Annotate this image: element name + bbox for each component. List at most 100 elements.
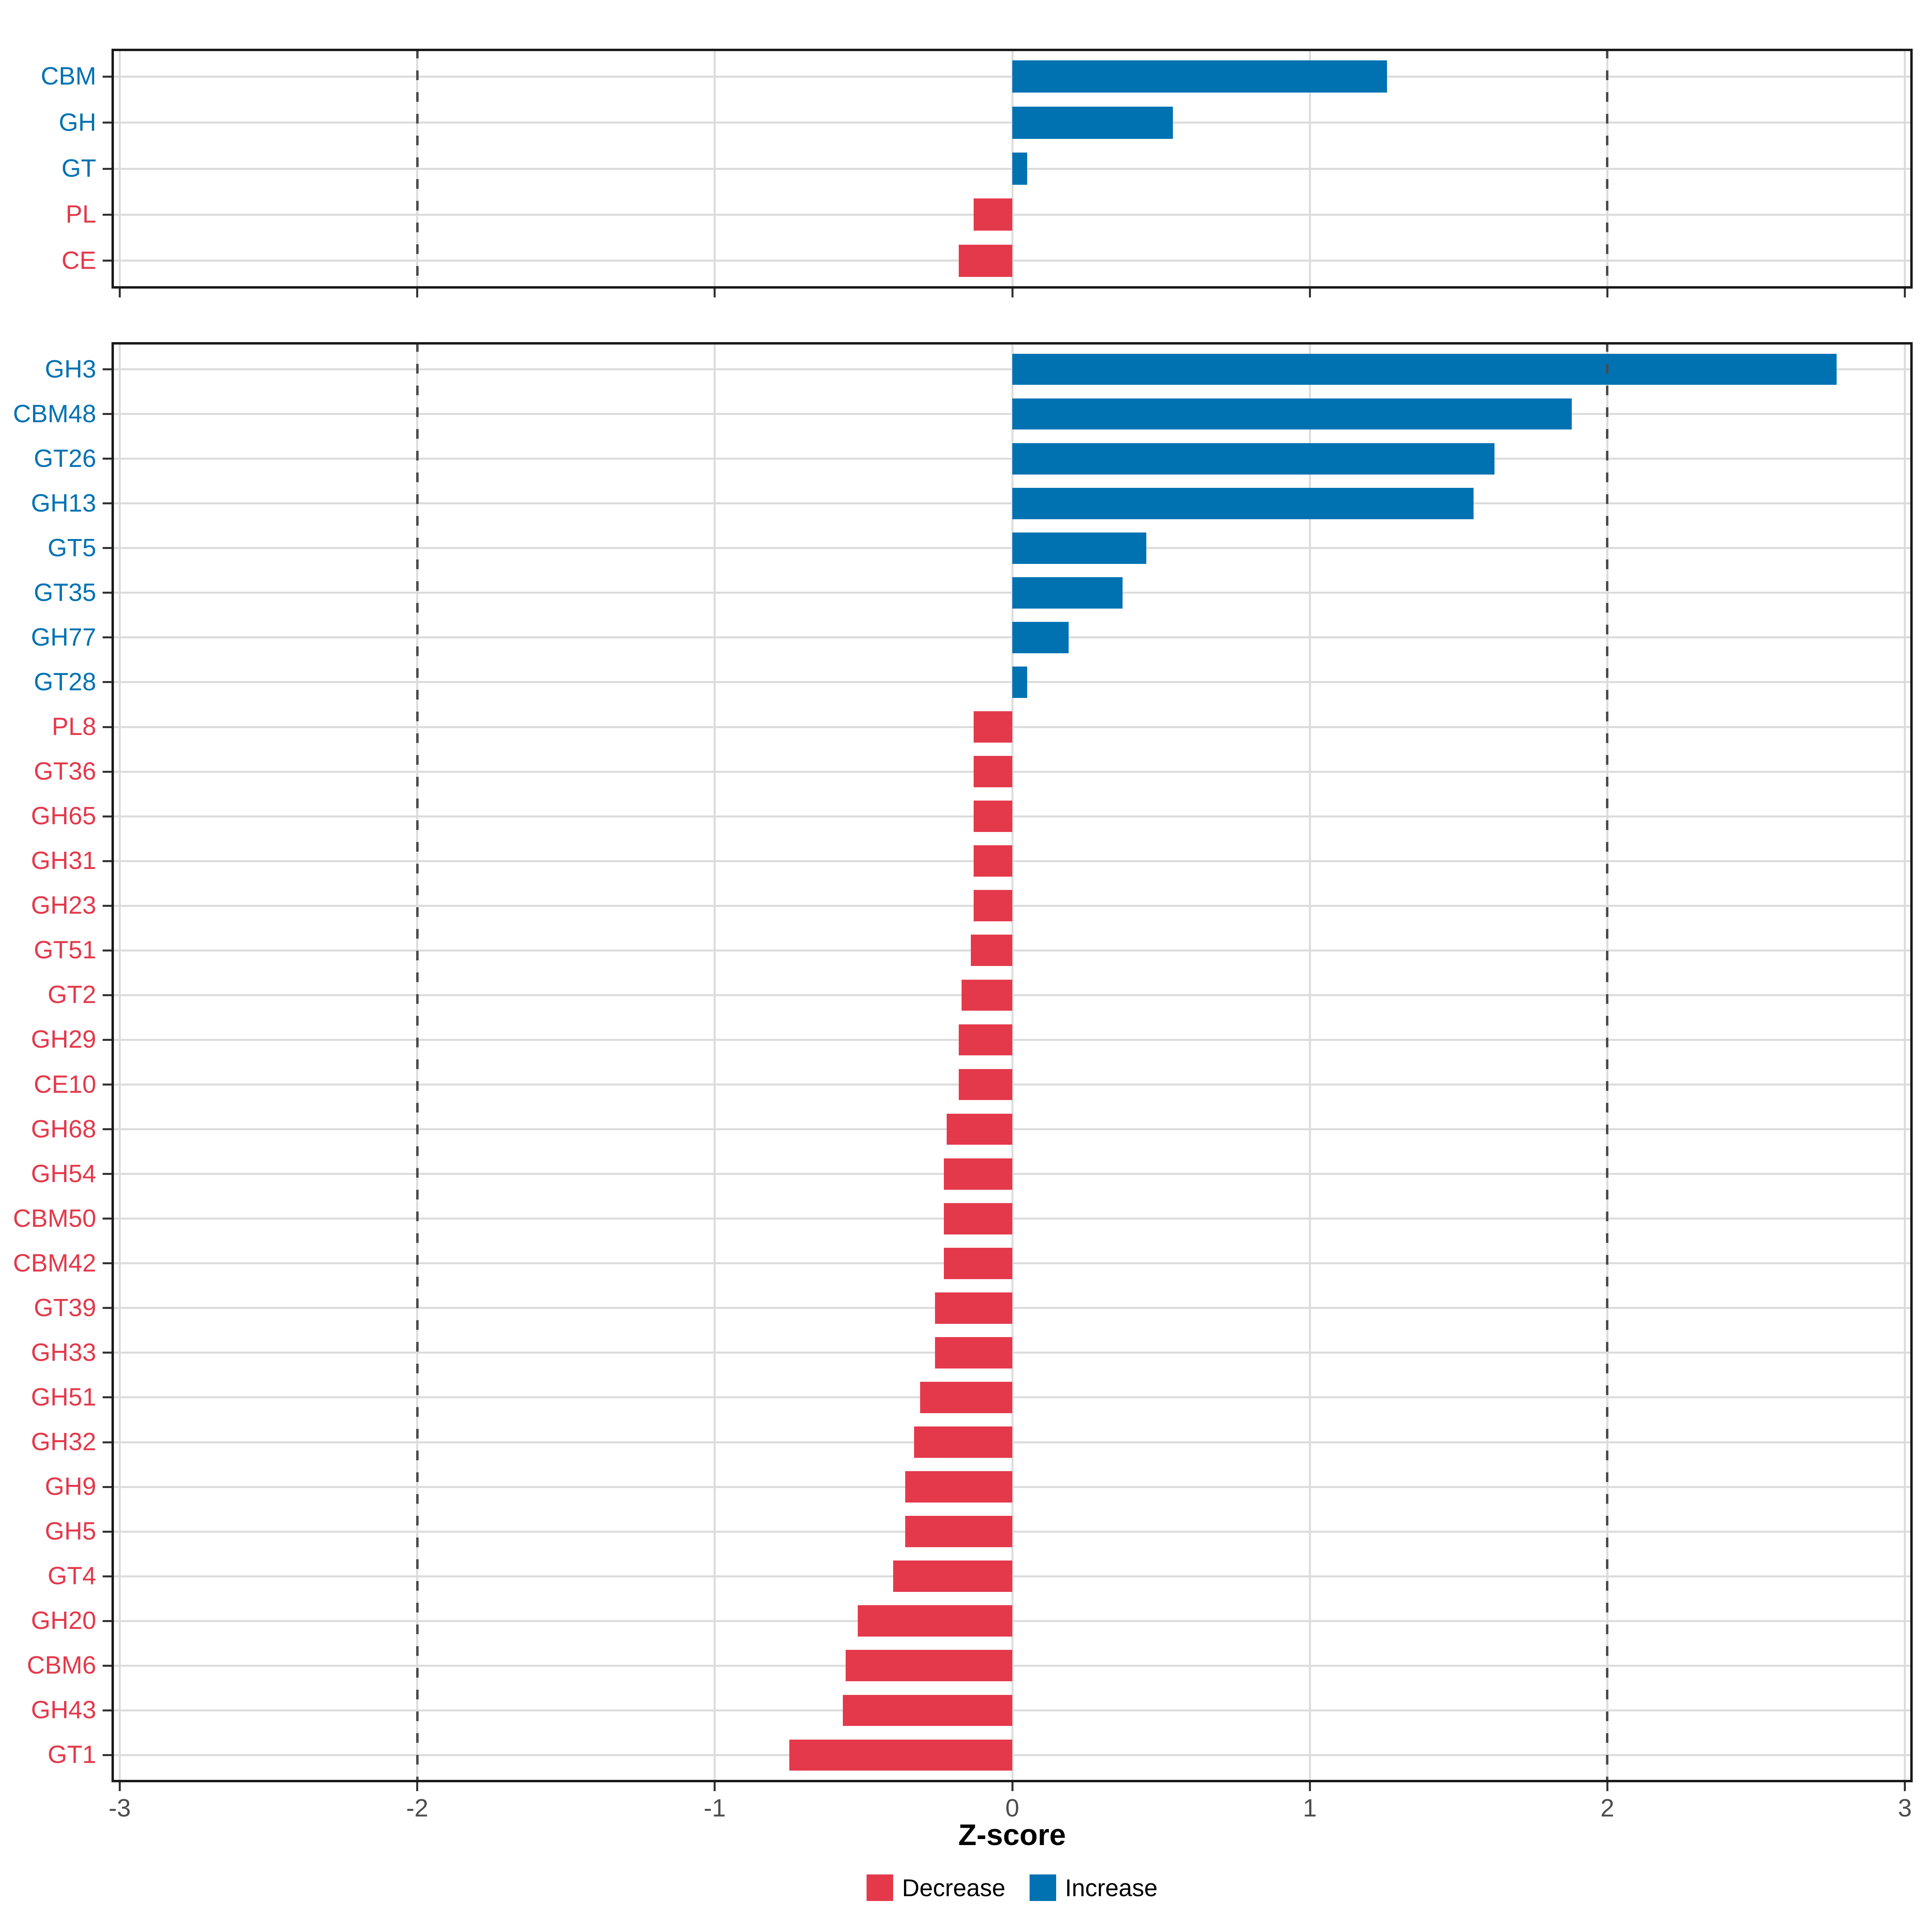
x-tick-label-0: 0 [1005,1794,1020,1822]
y-tick-CBM42 [103,1262,111,1265]
bar-GT36 [973,756,1012,787]
y-tick-GH29 [103,1038,111,1041]
y-axis-label-CE: CE [61,246,96,275]
x-tick-1 [1309,289,1311,297]
bar-CBM42 [943,1247,1012,1279]
y-axis-label-GH13: GH13 [31,489,96,517]
y-tick-GT28 [103,681,111,683]
y-axis-label-GT5: GT5 [47,534,96,562]
dashed-refline-x-2 [1606,49,1609,289]
panel-border [111,49,1913,289]
y-tick-GT51 [103,949,111,952]
y-tick-GH13 [103,502,111,505]
gridline-row-GT [111,167,1913,170]
gridline-row-GT28 [111,681,1913,683]
y-tick-GH5 [103,1530,111,1533]
y-axis-label-GT: GT [61,155,96,182]
y-tick-GH33 [103,1352,111,1354]
bar-GH [1012,106,1173,139]
bar-GH13 [1012,487,1474,519]
bar-GH68 [947,1113,1012,1145]
x-tick-label-1: 1 [1302,1794,1317,1822]
y-tick-GH54 [103,1173,111,1175]
x-tick-3 [1904,289,1906,297]
dashed-refline-x-2 [1606,342,1609,1782]
y-axis-label-GH77: GH77 [31,623,96,651]
bar-CBM48 [1012,398,1572,430]
dashed-refline-x--2 [416,49,419,289]
bar-GH65 [973,801,1012,832]
y-axis-label-GH5: GH5 [45,1517,96,1546]
gridline-x--1 [714,342,716,1782]
y-axis-label-GT1: GT1 [47,1741,96,1769]
bar-GT2 [962,979,1012,1011]
y-tick-CE10 [103,1084,111,1086]
y-tick-GT35 [103,592,111,594]
gridline-x-3 [1904,342,1906,1782]
y-tick-CBM48 [103,413,111,415]
bar-CBM50 [943,1203,1012,1234]
bar-GT51 [970,935,1012,966]
bar-GT39 [935,1292,1012,1324]
bar-GT26 [1012,443,1494,475]
x-axis-title: Z-score [958,1818,1066,1852]
y-axis-label-GH20: GH20 [31,1607,96,1635]
bar-PL8 [973,711,1012,743]
y-tick-GT5 [103,547,111,549]
x-tick--2 [416,289,419,297]
legend-label-increase: Increase [1065,1874,1158,1901]
y-axis-label-GT26: GT26 [33,444,96,473]
bar-GH23 [973,890,1012,922]
y-axis-label-CBM6: CBM6 [27,1651,96,1680]
y-tick-GH [103,122,111,124]
bar-GH31 [973,845,1012,877]
legend-item-decrease: Decrease [867,1874,1005,1902]
gridline-row-CBM48 [111,413,1913,415]
y-axis-label-CBM42: CBM42 [13,1249,96,1277]
y-axis-label-GH54: GH54 [31,1160,96,1188]
gridline-row-GH3 [111,368,1913,371]
x-tick-label--3: -3 [108,1794,131,1822]
gridline-row-GH13 [111,502,1913,505]
bar-GT35 [1012,577,1123,609]
bar-CE10 [958,1069,1012,1100]
y-axis-label-GT51: GT51 [33,936,96,964]
y-tick-GH31 [103,860,111,862]
y-axis-label-GH3: GH3 [45,355,96,383]
legend-swatch-increase [1029,1874,1056,1901]
y-tick-GH23 [103,904,111,907]
y-axis-label-GH29: GH29 [31,1026,96,1054]
x-tick-2 [1606,1782,1608,1791]
y-tick-GH32 [103,1441,111,1443]
x-tick--2 [416,1782,419,1791]
bar-GH51 [920,1382,1012,1413]
bar-GH32 [914,1426,1012,1458]
y-axis-label-PL8: PL8 [52,713,96,741]
y-axis-label-GH23: GH23 [31,892,96,920]
bar-GH3 [1012,353,1837,385]
y-tick-GH65 [103,815,111,817]
gridline-x-1 [1309,342,1311,1782]
bar-GH29 [958,1024,1012,1056]
bar-GH5 [905,1516,1012,1548]
y-tick-GT4 [103,1575,111,1577]
x-tick--1 [714,289,716,297]
bar-GT4 [893,1560,1012,1592]
y-axis-label-GH31: GH31 [31,847,96,875]
y-tick-GT39 [103,1307,111,1309]
y-axis-label-GH43: GH43 [31,1696,96,1724]
y-tick-GH68 [103,1128,111,1131]
y-axis-label-CE10: CE10 [33,1070,96,1098]
bar-GT [1012,152,1027,185]
y-tick-GH77 [103,636,111,639]
legend-label-decrease: Decrease [902,1874,1005,1901]
bar-GH77 [1012,622,1069,653]
y-axis-label-GH9: GH9 [45,1473,96,1501]
y-axis-label-GH33: GH33 [31,1338,96,1366]
y-axis-label-CBM50: CBM50 [13,1204,96,1232]
gridline-row-GH77 [111,636,1913,639]
y-axis-label-GH32: GH32 [31,1428,96,1456]
y-tick-PL8 [103,726,111,728]
bar-GH9 [905,1471,1012,1503]
